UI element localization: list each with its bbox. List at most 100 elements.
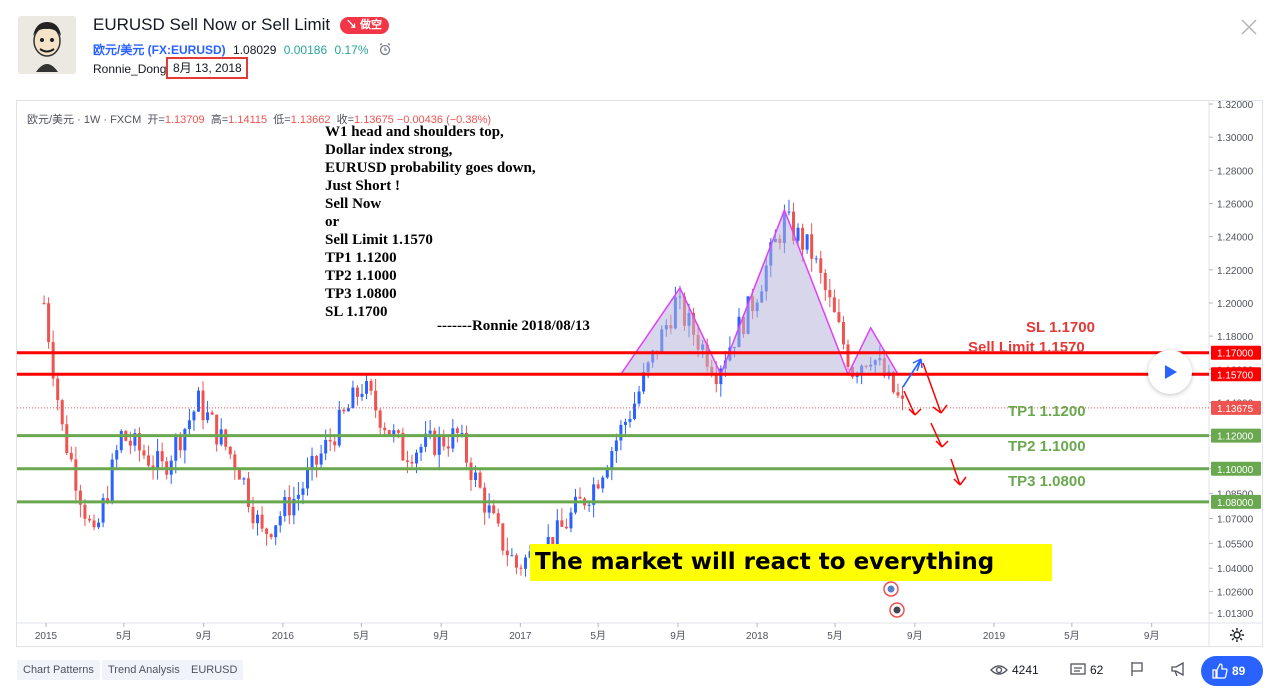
candle-body — [642, 371, 646, 392]
x-tick-label: 2016 — [272, 631, 295, 642]
price-tag-label: 1.08000 — [1217, 498, 1254, 509]
candle-body — [828, 290, 832, 298]
note-line: Dollar index strong, — [325, 142, 453, 158]
gear-icon[interactable] — [1229, 627, 1245, 648]
legend-high-label: 高= — [210, 114, 229, 126]
x-tick-label: 2015 — [35, 631, 58, 642]
candle-body — [846, 344, 850, 367]
candle-body — [628, 418, 632, 422]
y-tick-label: 1.01300 — [1217, 609, 1254, 620]
price-tag-label: 1.10000 — [1217, 465, 1254, 476]
x-tick-label: 9月 — [1144, 630, 1160, 642]
price-tag-label: 1.17000 — [1217, 349, 1254, 360]
candle-body — [587, 504, 591, 506]
like-button[interactable]: 89 — [1201, 656, 1263, 686]
tag-trend-analysis[interactable]: Trend Analysis — [102, 660, 186, 680]
candle-body — [65, 424, 69, 453]
legend-open-label: 开= — [147, 114, 165, 126]
candle-body — [97, 522, 101, 528]
candle-body — [246, 478, 250, 507]
candle-body — [87, 518, 91, 521]
candle-body — [633, 403, 637, 419]
like-count: 89 — [1232, 664, 1246, 678]
tag-chart-patterns[interactable]: Chart Patterns — [17, 660, 100, 680]
candle-body — [210, 412, 214, 415]
comments-value: 62 — [1090, 663, 1104, 677]
comments-count[interactable]: 62 — [1070, 663, 1103, 677]
candle-body — [514, 555, 518, 568]
avatar[interactable] — [18, 16, 76, 74]
megaphone-icon[interactable] — [1170, 661, 1188, 682]
candle-body — [137, 433, 141, 451]
y-tick-label: 1.26000 — [1217, 199, 1254, 210]
candle-body — [469, 462, 473, 480]
candle-body — [819, 258, 823, 273]
note-line: TP2 1.1000 — [325, 268, 397, 284]
candle-body — [51, 342, 55, 379]
price-tag — [1211, 345, 1261, 360]
candle-body — [560, 520, 564, 527]
candle-body — [346, 408, 350, 412]
views-value: 4241 — [1012, 663, 1039, 677]
candle-body — [383, 427, 387, 431]
candle-body — [147, 455, 151, 466]
y-tick-label: 1.32000 — [1217, 101, 1254, 111]
candle-body — [233, 454, 237, 470]
candle-body — [501, 523, 505, 551]
candle-body — [56, 378, 60, 401]
candle-body — [524, 557, 528, 569]
candle-body — [206, 412, 210, 421]
candle-body — [837, 312, 841, 323]
chart-svg: 1.32000 1.30000 1.28000 1.26000 1.24000 1.220… — [17, 101, 1262, 646]
price-tag — [1211, 367, 1261, 382]
play-replay-button[interactable] — [1148, 350, 1192, 394]
candle-body — [74, 459, 78, 491]
candle-body — [719, 368, 723, 385]
close-icon[interactable] — [1240, 18, 1258, 36]
candle-body — [419, 446, 423, 453]
x-tick-label: 2019 — [983, 631, 1006, 642]
candle-body — [305, 469, 309, 489]
candle-body — [160, 451, 164, 462]
tag-eurusd[interactable]: EURUSD — [185, 660, 244, 680]
y-tick-label: 1.04000 — [1217, 564, 1254, 575]
candle-body — [437, 434, 441, 455]
legend-change: −0.00436 (−0.38%) — [396, 114, 492, 126]
candle-body — [333, 441, 337, 446]
candle-body — [451, 428, 455, 449]
candle-body — [369, 381, 373, 391]
candle-body — [805, 234, 809, 250]
candle-body — [796, 227, 800, 241]
candle-body — [133, 433, 137, 446]
candle-body — [810, 234, 814, 259]
candle-body — [492, 505, 496, 514]
candle-body — [178, 436, 182, 451]
candle-body — [619, 424, 623, 441]
candle-body — [274, 525, 278, 538]
alarm-icon[interactable] — [378, 42, 392, 59]
thumbs-up-icon — [1212, 663, 1228, 679]
candle-body — [278, 516, 282, 526]
candle-body — [424, 433, 428, 447]
flag-icon[interactable] — [1130, 661, 1144, 682]
event-marker-dot — [893, 606, 901, 614]
candle-body — [510, 555, 514, 557]
author-name[interactable]: Ronnie_Dong — [93, 62, 167, 76]
candle-body — [841, 322, 845, 345]
x-tick-label: 2018 — [746, 631, 769, 642]
candle-body — [224, 429, 228, 447]
y-tick-label: 1.02600 — [1217, 587, 1254, 598]
candle-body — [551, 536, 555, 549]
candle-body — [92, 520, 96, 528]
comment-icon — [1070, 663, 1086, 675]
symbol-link[interactable]: 欧元/美元 (FX:EURUSD) — [93, 43, 226, 57]
ticker-line: 欧元/美元 (FX:EURUSD) 1.08029 0.00186 0.17% — [93, 41, 392, 59]
candle-body — [460, 432, 464, 434]
candle-body — [301, 488, 305, 495]
candle-body — [832, 297, 836, 313]
publish-date: 8月 13, 2018 — [166, 57, 248, 79]
candle-body — [183, 429, 187, 451]
y-tick-label: 1.24000 — [1217, 233, 1254, 244]
chart-legend: 欧元/美元 · 1W · FXCM 开=1.13709 高=1.14115 低=… — [27, 111, 491, 127]
candle-body — [505, 550, 509, 556]
